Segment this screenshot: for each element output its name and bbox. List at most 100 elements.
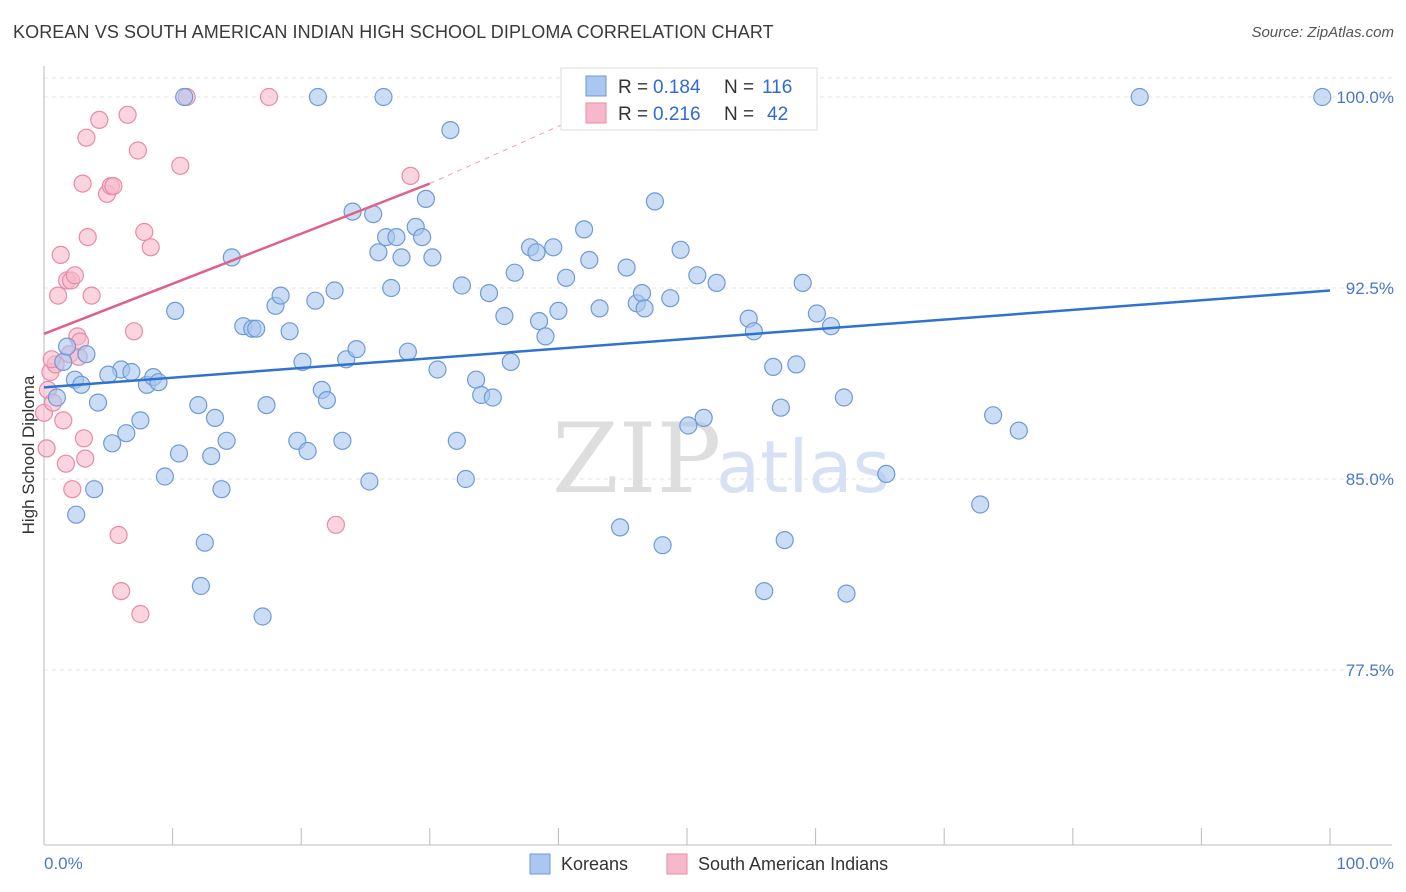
korean-point xyxy=(1009,421,1028,440)
korean-point xyxy=(479,284,499,303)
grid xyxy=(44,77,1392,671)
korean-point xyxy=(544,238,563,257)
trend-line-extension xyxy=(429,114,585,185)
korean-point xyxy=(501,352,520,371)
korean-point xyxy=(556,268,576,287)
legend-n-value-2: 42 xyxy=(767,104,788,125)
korean-point xyxy=(983,406,1003,425)
y-tick-label: 100.0% xyxy=(1336,88,1394,107)
korean-point xyxy=(483,388,502,407)
korean-point xyxy=(333,431,352,450)
korean-point xyxy=(85,480,104,499)
korean-point xyxy=(360,472,379,491)
y-tick-labels: 77.5% 85.0% 92.5% 100.0% xyxy=(1336,88,1394,680)
sai-point xyxy=(73,174,92,193)
korean-point xyxy=(617,258,636,277)
sai-point xyxy=(171,156,190,175)
legend-r-label-2: R = xyxy=(618,104,648,125)
korean-point xyxy=(807,304,827,323)
korean-point xyxy=(293,352,312,371)
korean-point xyxy=(88,393,108,412)
korean-point xyxy=(877,464,896,483)
korean-point xyxy=(653,536,672,555)
korean-point xyxy=(298,441,317,461)
sai-point xyxy=(65,266,85,285)
korean-point xyxy=(821,317,841,336)
korean-point xyxy=(317,391,336,410)
korean-point xyxy=(688,266,707,285)
korean-point xyxy=(103,434,122,453)
korean-point xyxy=(212,480,231,499)
korean-point xyxy=(580,250,599,270)
korean-point xyxy=(423,248,442,267)
korean-point xyxy=(169,444,189,463)
korean-point xyxy=(707,273,726,292)
trend-lines xyxy=(43,114,1331,389)
korean-point xyxy=(744,322,764,341)
y-tick-label: 92.5% xyxy=(1346,279,1394,298)
korean-point xyxy=(694,408,713,427)
korean-point xyxy=(166,301,185,320)
korean-point xyxy=(47,388,67,407)
sai-point xyxy=(259,87,279,107)
sai-point xyxy=(77,128,96,147)
sai-point xyxy=(51,245,70,264)
legend-r-value-2: 0.216 xyxy=(653,104,701,125)
chart-title: KOREAN VS SOUTH AMERICAN INDIAN HIGH SCH… xyxy=(13,22,774,42)
korean-point xyxy=(793,273,812,292)
sai-point xyxy=(131,604,150,624)
korean-point xyxy=(679,416,698,435)
korean-point xyxy=(117,424,136,443)
korean-point xyxy=(428,360,447,379)
korean-point xyxy=(635,299,654,318)
legend-swatch-koreans xyxy=(585,75,607,97)
sai-point xyxy=(82,286,101,305)
korean-point xyxy=(271,286,290,305)
sai-point xyxy=(74,429,94,448)
korean-point xyxy=(495,306,514,326)
sai-point xyxy=(401,166,420,185)
y-tick-label: 77.5% xyxy=(1346,661,1394,680)
sai-point xyxy=(54,411,73,430)
bottom-legend: Koreans South American Indians xyxy=(529,853,888,875)
legend-swatch-sai xyxy=(585,102,607,124)
sai-point xyxy=(118,105,137,124)
legend-r-label-1: R = xyxy=(618,77,648,98)
sai-point xyxy=(109,525,128,545)
sai-point xyxy=(48,286,68,305)
korean-point xyxy=(441,121,460,140)
korean-point xyxy=(452,276,471,295)
sai-point xyxy=(124,322,144,341)
korean-point xyxy=(257,396,276,415)
korean-point xyxy=(787,355,806,374)
sai-point xyxy=(112,581,131,601)
korean-point xyxy=(549,301,568,320)
korean-point xyxy=(527,243,546,262)
korean-point xyxy=(416,189,435,208)
korean-point xyxy=(1130,87,1149,107)
korean-point xyxy=(325,281,344,300)
x-tick-label-start: 0.0% xyxy=(44,854,83,873)
korean-point xyxy=(834,388,854,407)
sai-point xyxy=(76,449,95,468)
korean-point xyxy=(771,398,791,417)
legend-n-label-1: N = xyxy=(724,77,754,98)
sai-point xyxy=(104,177,123,196)
korean-point xyxy=(195,533,214,552)
legend-n-label-2: N = xyxy=(724,104,754,125)
korean-point xyxy=(529,312,549,331)
korean-point xyxy=(661,289,680,308)
korean-point xyxy=(392,248,411,267)
korean-point xyxy=(971,495,990,514)
trend-line-south-american-indians xyxy=(43,182,431,336)
korean-point xyxy=(202,447,221,466)
korean-point xyxy=(205,408,225,427)
watermark-atlas: atlas xyxy=(716,425,890,509)
korean-point xyxy=(387,228,406,247)
korean-point xyxy=(369,243,388,262)
korean-point xyxy=(447,431,466,450)
legend-r-value-1: 0.184 xyxy=(653,77,701,98)
source-label: Source: ZipAtlas.com xyxy=(1251,24,1394,41)
korean-point xyxy=(99,365,118,384)
